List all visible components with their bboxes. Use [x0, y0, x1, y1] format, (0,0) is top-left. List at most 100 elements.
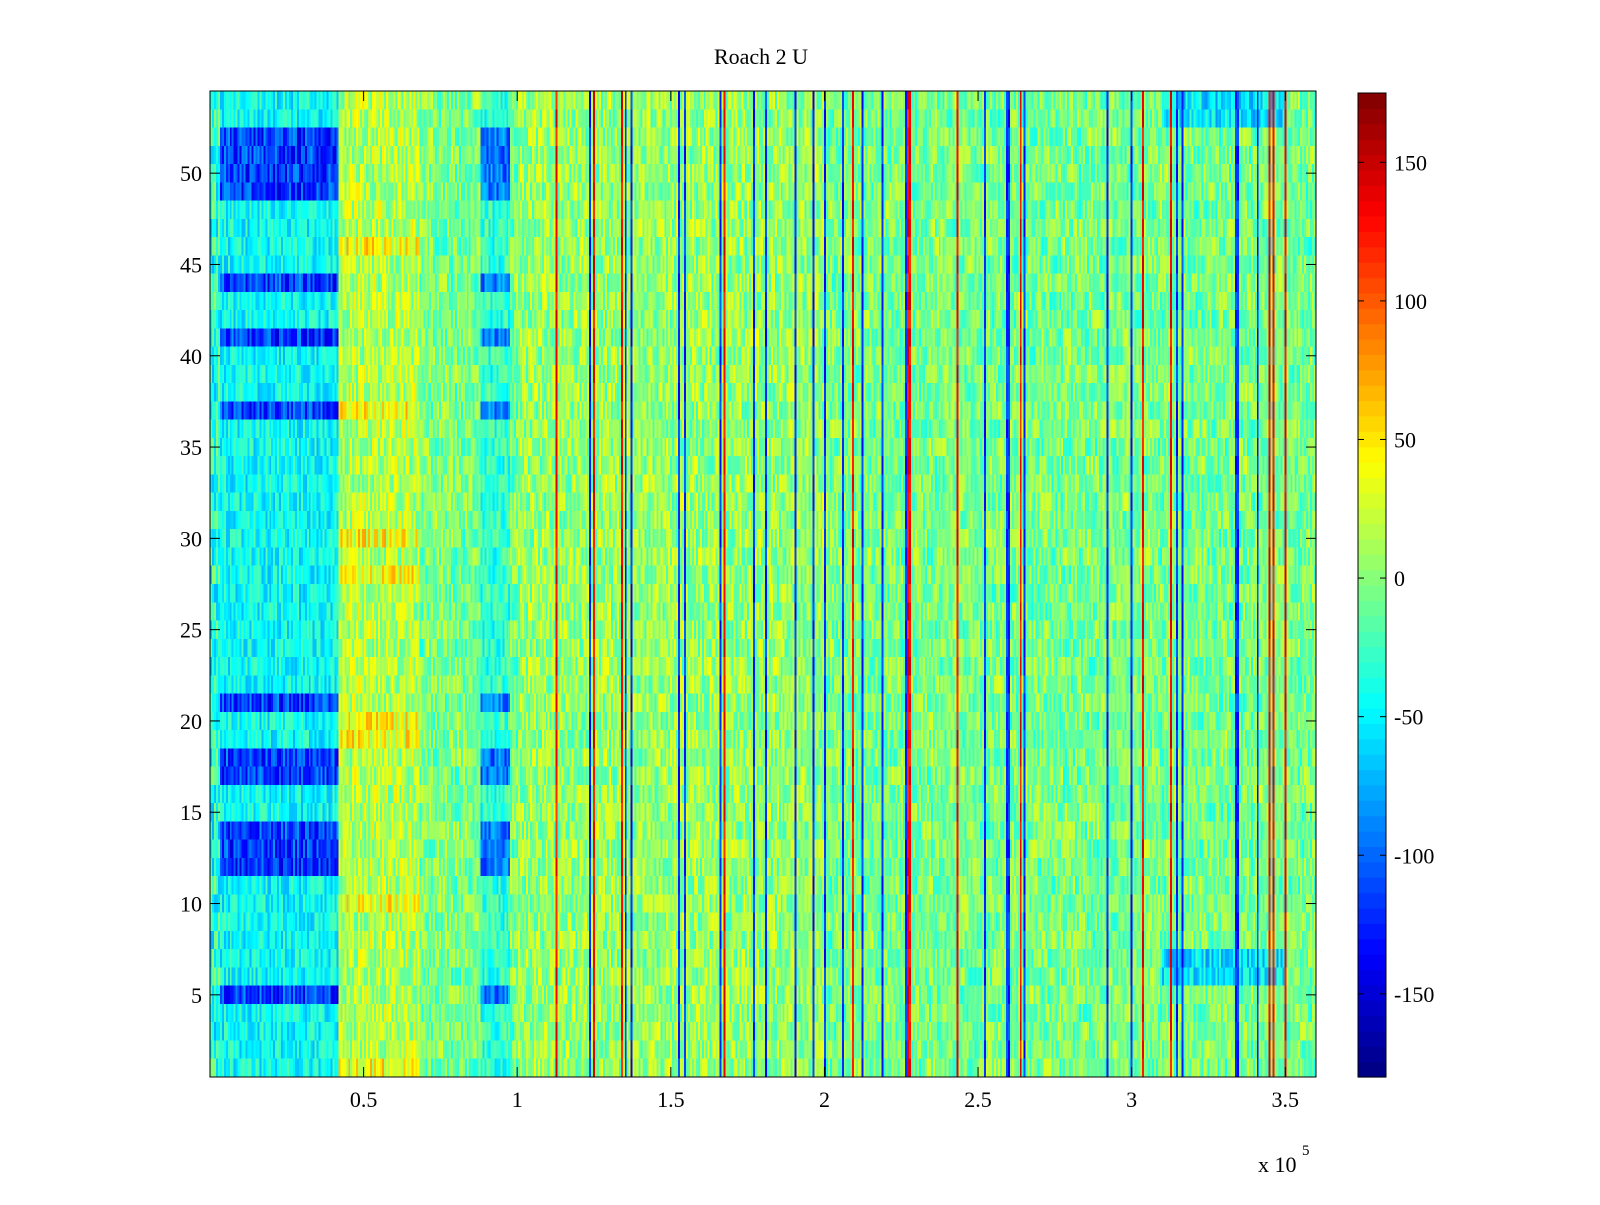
x-tick-label: 3.5: [1272, 1087, 1300, 1112]
colorbar-step: [1358, 600, 1386, 617]
colorbar-step: [1358, 923, 1386, 940]
colorbar-step: [1358, 154, 1386, 171]
colorbar-step: [1358, 216, 1386, 232]
colorbar-tick-label: 150: [1394, 150, 1427, 175]
colorbar-step: [1358, 262, 1386, 279]
x-tick-label: 1.5: [657, 1087, 685, 1112]
x-axis: 0.5 1 1.5 2 2.5 3 3.5: [350, 91, 1299, 1112]
colorbar-step: [1358, 631, 1386, 648]
y-tick-label: 30: [180, 526, 202, 551]
colorbar-step: [1358, 323, 1386, 340]
colorbar-step: [1358, 339, 1386, 355]
colorbar-step: [1358, 800, 1386, 817]
colorbar-step: [1358, 723, 1386, 740]
y-tick-label: 35: [180, 435, 202, 460]
colorbar-step: [1358, 877, 1386, 894]
colorbar-step: [1358, 769, 1386, 786]
x-tick-label: 2: [819, 1087, 830, 1112]
colorbar-step: [1358, 585, 1386, 601]
colorbar-step: [1358, 831, 1386, 847]
x-tick-label: 3: [1126, 1087, 1137, 1112]
x-tick-label: 2.5: [964, 1087, 992, 1112]
plot-frame: [209, 90, 1317, 1078]
colorbar-step: [1358, 93, 1386, 109]
colorbar-step: [1358, 646, 1386, 663]
colorbar-step: [1358, 538, 1386, 555]
colorbar-step: [1358, 661, 1386, 678]
colorbar-step: [1358, 415, 1386, 432]
colorbar-step: [1358, 569, 1386, 586]
colorbar-step: [1358, 708, 1386, 724]
colorbar-step: [1358, 954, 1386, 970]
colorbar-step: [1358, 692, 1386, 709]
x-tick-label: 0.5: [350, 1087, 378, 1112]
colorbar-step: [1358, 354, 1386, 371]
y-axis: 5 10 15 20 25 30 35 40 45 50: [180, 161, 1316, 1008]
colorbar-step: [1358, 861, 1386, 878]
colorbar-tick-label: -150: [1394, 982, 1434, 1007]
colorbar-frame: [1357, 92, 1387, 1078]
y-tick-label: 20: [180, 709, 202, 734]
colorbar-step: [1358, 123, 1386, 140]
colorbar-step: [1358, 1061, 1386, 1078]
heatmap-image: [210, 91, 1316, 1077]
colorbar-step: [1358, 754, 1386, 771]
colorbar-step: [1358, 508, 1386, 525]
colorbar-tick-label: -100: [1394, 843, 1434, 868]
colorbar-step: [1358, 907, 1386, 924]
y-tick-label: 25: [180, 618, 202, 643]
colorbar-step: [1358, 523, 1386, 540]
colorbar-step: [1358, 446, 1386, 463]
colorbar-tick-label: 100: [1394, 289, 1427, 314]
heatmap-cells: [210, 91, 1316, 1077]
colorbar-step: [1358, 1046, 1386, 1063]
colorbar-step: [1358, 492, 1386, 509]
colorbar-step: [1358, 139, 1386, 156]
y-tick-label: 10: [180, 892, 202, 917]
colorbar-step: [1358, 892, 1386, 909]
chart-title: Roach 2 U: [714, 44, 808, 69]
colorbar-step: [1358, 554, 1386, 571]
colorbar-step: [1358, 369, 1386, 386]
y-tick-label: 45: [180, 252, 202, 277]
colorbar-step: [1358, 784, 1386, 801]
colorbar-step: [1358, 1030, 1386, 1047]
colorbar-tick-label: 0: [1394, 566, 1405, 591]
colorbar-step: [1358, 231, 1386, 248]
colorbar-step: [1358, 292, 1386, 309]
colorbar-step: [1358, 477, 1386, 494]
colorbar-step: [1358, 277, 1386, 294]
colorbar-step: [1358, 185, 1386, 202]
colorbar-step: [1358, 246, 1386, 263]
colorbar-step: [1358, 308, 1386, 325]
colorbar-tick-label: 50: [1394, 427, 1416, 452]
colorbar-tick-label: -50: [1394, 705, 1423, 730]
x-exponent-label: x 10: [1258, 1152, 1297, 1177]
colorbar-step: [1358, 984, 1386, 1001]
colorbar-step: [1358, 677, 1386, 694]
y-tick-label: 5: [191, 983, 202, 1008]
colorbar-step: [1358, 1015, 1386, 1032]
colorbar-step: [1358, 846, 1386, 863]
colorbar-step: [1358, 462, 1386, 478]
colorbar-step: [1358, 169, 1386, 186]
y-tick-label: 15: [180, 800, 202, 825]
colorbar-step: [1358, 938, 1386, 955]
colorbar-step: [1358, 969, 1386, 986]
colorbar-step: [1358, 1000, 1386, 1017]
x-tick-label: 1: [512, 1087, 523, 1112]
y-tick-label: 40: [180, 344, 202, 369]
colorbar-step: [1358, 400, 1386, 417]
colorbar-step: [1358, 108, 1386, 125]
colorbar-step: [1358, 200, 1386, 217]
colorbar-step: [1358, 615, 1386, 632]
colorbar-step: [1358, 431, 1386, 448]
x-exponent-power: 5: [1302, 1143, 1310, 1159]
y-tick-label: 50: [180, 161, 202, 186]
colorbar-step: [1358, 385, 1386, 402]
colorbar-step: [1358, 738, 1386, 755]
colorbar-step: [1358, 815, 1386, 832]
colorbar: -150 -100 -50 0 50 100 150: [1357, 92, 1434, 1078]
